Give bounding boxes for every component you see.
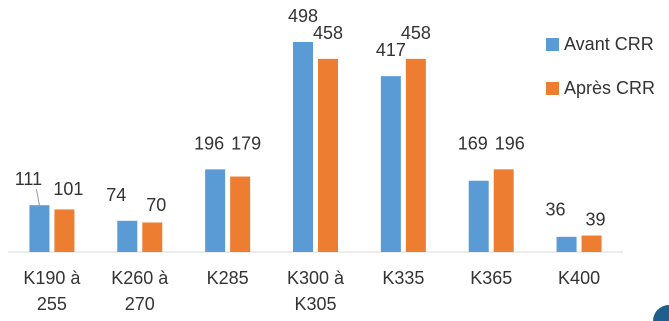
bar-apres-0 (54, 209, 75, 252)
x-tick-label-0-1: 255 (37, 294, 67, 314)
data-label-apres-1: 70 (146, 195, 166, 215)
bar-avant-1 (117, 220, 138, 252)
data-label-avant-0: 111 (15, 169, 42, 189)
data-label-avant-6: 36 (546, 200, 566, 220)
x-tick-label-6-0: K400 (558, 268, 600, 288)
bar-apres-4 (405, 58, 426, 252)
bar-avant-2 (205, 169, 226, 252)
x-tick-label-3-1: K305 (294, 294, 336, 314)
x-tick-label-1-1: 270 (125, 294, 155, 314)
x-tick-label-5-0: K365 (470, 268, 512, 288)
bar-avant-0 (29, 205, 50, 252)
bar-avant-6 (556, 236, 577, 252)
bar-apres-6 (581, 235, 602, 252)
data-label-avant-3: 498 (288, 6, 318, 26)
data-label-avant-4: 417 (376, 40, 406, 60)
data-label-apres-2: 179 (231, 133, 261, 153)
x-tick-label-1-0: K260 à (111, 268, 169, 288)
legend-label-1: Après CRR (564, 78, 655, 98)
leader-line-0 (35, 189, 40, 206)
legend-swatch-0 (546, 38, 559, 51)
bar-avant-5 (468, 180, 489, 252)
data-label-avant-2: 196 (194, 133, 224, 153)
x-tick-label-2-0: K285 (207, 268, 249, 288)
data-label-apres-5: 196 (495, 133, 525, 153)
data-label-avant-5: 169 (458, 133, 488, 153)
legend-swatch-1 (546, 82, 559, 95)
bar-apres-3 (318, 58, 338, 252)
x-tick-label-3-0: K300 à (287, 268, 345, 288)
bar-avant-4 (380, 76, 401, 253)
data-label-apres-6: 39 (586, 210, 606, 230)
frame-corner (653, 305, 669, 321)
bar-apres-5 (493, 169, 514, 252)
bar-avant-3 (293, 41, 313, 252)
bar-apres-1 (142, 222, 163, 252)
data-label-apres-0: 101 (53, 179, 83, 199)
data-label-apres-3: 458 (313, 23, 343, 43)
x-tick-label-0-0: K190 à (23, 268, 81, 288)
x-tick-label-4-0: K335 (382, 268, 424, 288)
bar-apres-2 (230, 176, 251, 252)
data-label-avant-1: 74 (106, 185, 126, 205)
data-label-apres-4: 458 (401, 23, 431, 43)
legend-label-0: Avant CRR (564, 34, 654, 54)
